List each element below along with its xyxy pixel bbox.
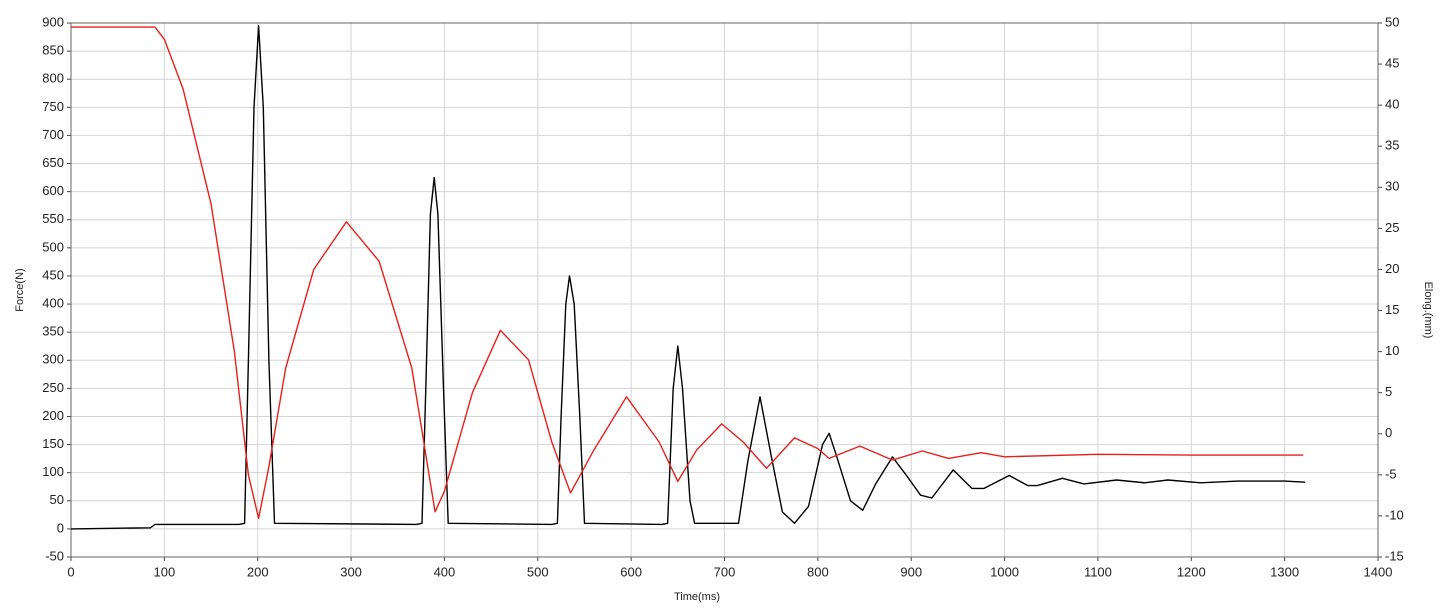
y2-tick-label: 15 bbox=[1385, 302, 1399, 317]
x-tick-label: 200 bbox=[247, 564, 269, 579]
x-axis-label: Time(ms) bbox=[674, 591, 720, 603]
y2-tick-label: 50 bbox=[1385, 14, 1399, 29]
x-tick-label: 900 bbox=[900, 564, 922, 579]
x-tick-label: 0 bbox=[67, 564, 74, 579]
x-tick-label: 500 bbox=[527, 564, 549, 579]
y2-tick-label: -15 bbox=[1385, 548, 1404, 563]
x-tick-label: 1000 bbox=[990, 564, 1019, 579]
x-tick-label: 1200 bbox=[1177, 564, 1206, 579]
y-tick-label: 750 bbox=[42, 99, 64, 114]
x-tick-label: 700 bbox=[714, 564, 736, 579]
y-tick-label: -50 bbox=[45, 548, 64, 563]
x-tick-label: 1100 bbox=[1084, 564, 1112, 579]
x-tick-label: 1400 bbox=[1364, 564, 1393, 579]
plot-frame bbox=[70, 22, 1379, 558]
y-tick-label: 350 bbox=[42, 324, 64, 339]
y2-axis-label: Elong.(mm) bbox=[1422, 282, 1434, 339]
x-tick-label: 300 bbox=[340, 564, 362, 579]
y-tick-label: 550 bbox=[42, 211, 64, 226]
y-tick-label: 500 bbox=[42, 239, 64, 254]
x-tick-label: 100 bbox=[154, 564, 176, 579]
y2-tick-label: 40 bbox=[1385, 97, 1399, 112]
y-tick-label: 900 bbox=[42, 14, 64, 29]
y2-tick-label: -5 bbox=[1385, 466, 1397, 481]
y-tick-label: 200 bbox=[42, 408, 64, 423]
y-tick-label: 150 bbox=[42, 436, 64, 451]
y-tick-label: 250 bbox=[42, 380, 64, 395]
y2-tick-label: 35 bbox=[1385, 138, 1399, 153]
y2-tick-label: 5 bbox=[1385, 384, 1392, 399]
y2-tick-label: 30 bbox=[1385, 179, 1399, 194]
y-tick-label: 600 bbox=[42, 183, 64, 198]
y-tick-label: 650 bbox=[42, 155, 64, 170]
y-tick-label: 300 bbox=[42, 352, 64, 367]
x-tick-label: 1300 bbox=[1270, 564, 1299, 579]
x-tick-label: 600 bbox=[620, 564, 642, 579]
y-tick-label: 50 bbox=[50, 492, 64, 507]
y-tick-label: 450 bbox=[42, 267, 64, 282]
y-tick-label: 850 bbox=[42, 43, 64, 58]
y-tick-label: 800 bbox=[42, 71, 64, 86]
y2-tick-label: 20 bbox=[1385, 261, 1399, 276]
y-tick-label: 700 bbox=[42, 127, 64, 142]
y-tick-label: 400 bbox=[42, 295, 64, 310]
data-line bbox=[71, 26, 1304, 520]
y2-tick-label: 25 bbox=[1385, 220, 1399, 235]
y-tick-label: 0 bbox=[57, 520, 64, 535]
x-tick-label: 400 bbox=[434, 564, 456, 579]
y2-tick-label: 0 bbox=[1385, 425, 1392, 440]
y2-tick-label: 10 bbox=[1385, 343, 1399, 358]
y2-tick-label: 45 bbox=[1385, 56, 1399, 71]
y-tick-label: 100 bbox=[42, 464, 64, 479]
y-axis-label: Force(N) bbox=[14, 268, 26, 311]
y2-tick-label: -10 bbox=[1385, 507, 1404, 522]
x-tick-label: 800 bbox=[807, 564, 829, 579]
data-line bbox=[70, 25, 1306, 530]
